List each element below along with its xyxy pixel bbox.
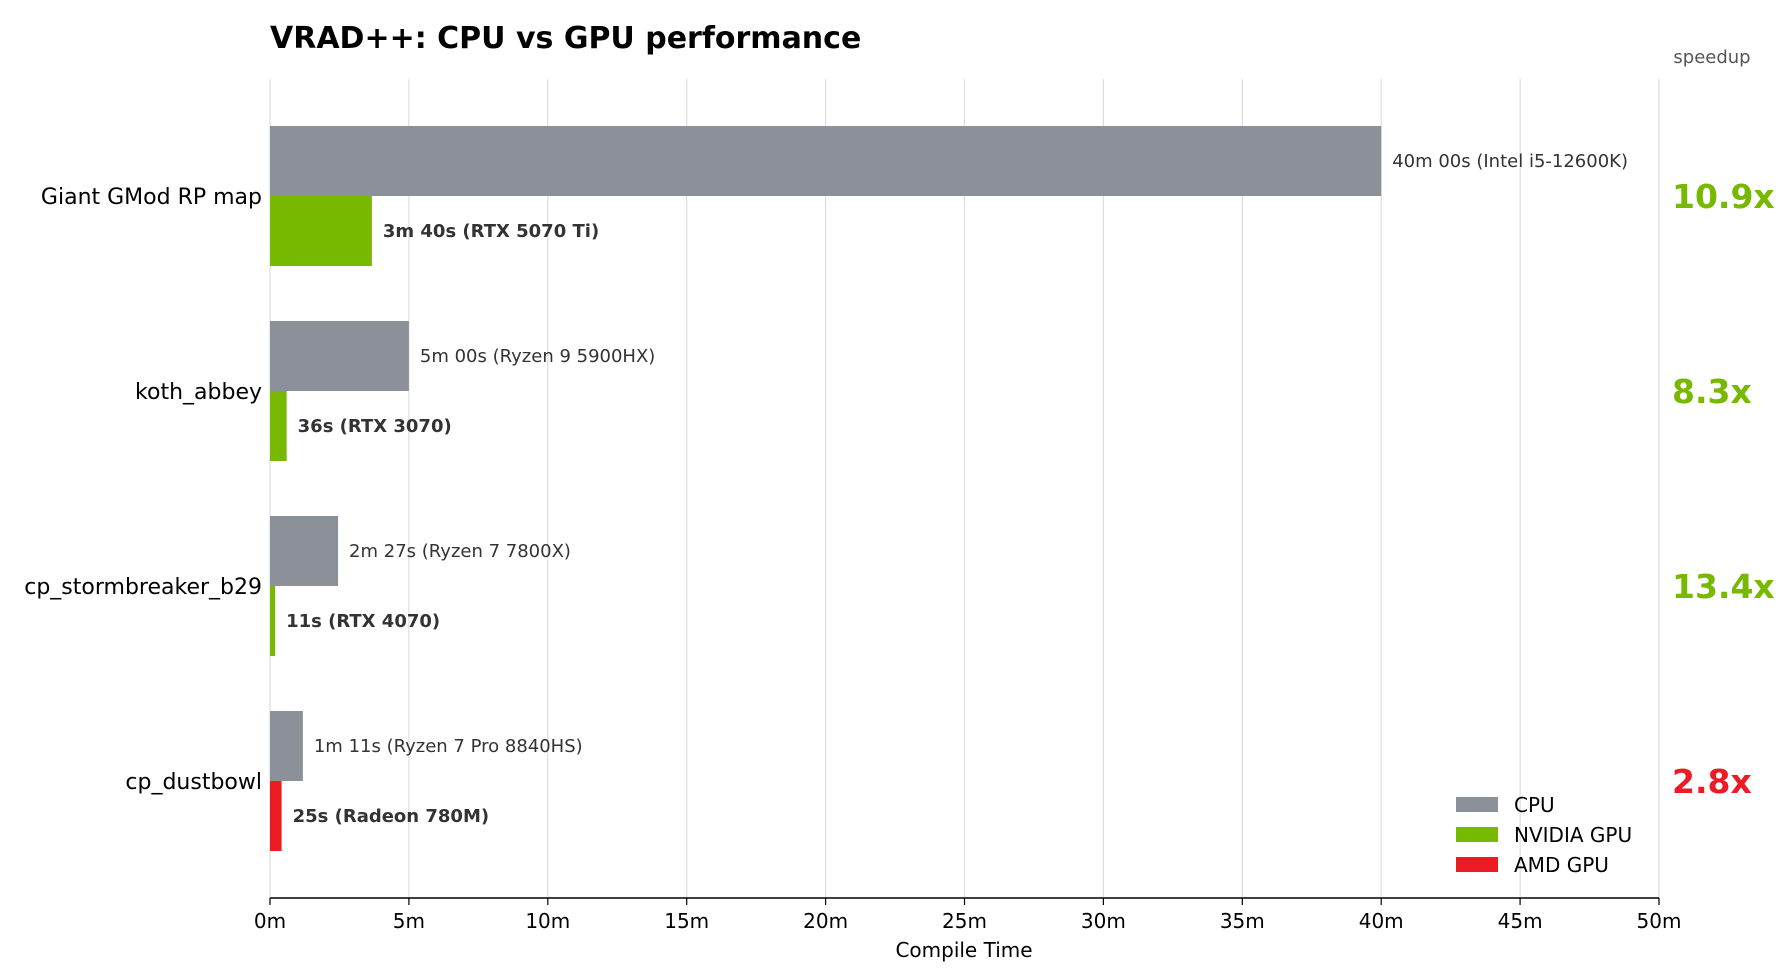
category-label: Giant GMod RP map <box>41 185 262 210</box>
gpu-bar-label: 11s (RTX 4070) <box>286 611 440 632</box>
gpu-bar <box>270 781 282 851</box>
speedup-value: 8.3x <box>1672 372 1752 411</box>
cpu-bar <box>270 711 303 781</box>
legend-swatch <box>1456 797 1498 812</box>
cpu-bar-label: 5m 00s (Ryzen 9 5900HX) <box>420 346 655 367</box>
gpu-bar-label: 36s (RTX 3070) <box>298 416 452 437</box>
x-tick-label: 0m <box>254 909 286 933</box>
gpu-bar <box>270 586 276 656</box>
category-label: cp_stormbreaker_b29 <box>24 575 262 600</box>
speedup-header: speedup <box>1673 47 1750 68</box>
x-axis-label: Compile Time <box>895 938 1032 962</box>
cpu-bar <box>270 126 1382 196</box>
x-tick-label: 25m <box>942 909 987 933</box>
x-tick-label: 50m <box>1637 909 1682 933</box>
x-tick-label: 15m <box>664 909 709 933</box>
legend-swatch <box>1456 857 1498 872</box>
x-tick-label: 5m <box>393 909 425 933</box>
cpu-bar-label: 40m 00s (Intel i5-12600K) <box>1392 151 1628 172</box>
speedup-value: 2.8x <box>1672 762 1752 801</box>
gpu-bar <box>270 196 372 266</box>
x-tick-label: 35m <box>1220 909 1265 933</box>
gpu-bar <box>270 391 287 461</box>
x-tick-label: 20m <box>803 909 848 933</box>
speedup-value: 10.9x <box>1672 177 1775 216</box>
cpu-bar-label: 1m 11s (Ryzen 7 Pro 8840HS) <box>314 736 583 757</box>
category-label: cp_dustbowl <box>125 770 262 795</box>
bars-layer: 40m 00s (Intel i5-12600K) 3m 40s (RTX 507… <box>270 126 1775 851</box>
legend-label: CPU <box>1514 793 1555 817</box>
grid-layer <box>269 79 1660 898</box>
cpu-bar <box>270 321 409 391</box>
legend-label: AMD GPU <box>1514 853 1609 877</box>
gpu-bar-label: 3m 40s (RTX 5070 Ti) <box>383 221 599 242</box>
legend-swatch <box>1456 827 1498 842</box>
gpu-bar-label: 25s (Radeon 780M) <box>293 806 490 827</box>
x-tick-label: 30m <box>1081 909 1126 933</box>
chart-title: VRAD++: CPU vs GPU performance <box>270 21 861 56</box>
category-label: koth_abbey <box>135 380 262 405</box>
legend-layer: CPU NVIDIA GPU AMD GPU <box>1456 793 1632 877</box>
speedup-value: 13.4x <box>1672 567 1775 606</box>
axis-layer: 0m 5m 10m 15m 20m 25m 30m 35m 40m 45m 50m Giant GMo… <box>24 185 1681 933</box>
cpu-bar-label: 2m 27s (Ryzen 7 7800X) <box>349 541 571 562</box>
legend-label: NVIDIA GPU <box>1514 823 1632 847</box>
x-tick-label: 45m <box>1498 909 1543 933</box>
cpu-bar <box>270 516 339 586</box>
x-tick-label: 40m <box>1359 909 1404 933</box>
x-tick-label: 10m <box>525 909 570 933</box>
